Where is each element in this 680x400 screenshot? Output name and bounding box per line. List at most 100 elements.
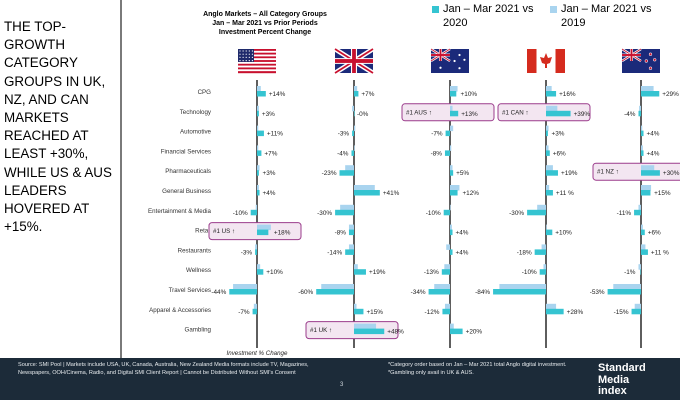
bar-vs-2020 xyxy=(634,209,641,216)
chart-title-line-2: Jan – Mar 2021 vs Prior Periods xyxy=(212,20,318,27)
value-label: +3% xyxy=(552,131,565,138)
bar-vs-2020 xyxy=(252,308,257,315)
bar-vs-2019 xyxy=(446,244,450,250)
bar-vs-2019 xyxy=(537,204,546,211)
bar-vs-2019 xyxy=(257,264,261,270)
highlight-box xyxy=(592,162,680,181)
au-flag-star xyxy=(458,53,461,57)
value-label: +15% xyxy=(366,309,383,316)
bar-vs-2020 xyxy=(539,269,546,275)
bar-vs-2019 xyxy=(257,165,260,171)
category-label: Wellness xyxy=(186,267,211,274)
value-label: +28% xyxy=(567,309,584,316)
category-label: Entertainment & Media xyxy=(148,208,211,215)
bar-vs-2019 xyxy=(546,224,547,231)
bar-vs-2019 xyxy=(613,284,641,290)
au-flag-cross-red xyxy=(439,49,442,61)
value-label: -44% xyxy=(211,289,226,296)
category-label: CPG xyxy=(198,89,212,96)
bar-vs-2020 xyxy=(443,209,450,216)
legend-label-2020: Jan – Mar 2021 vs 2020 xyxy=(443,3,534,29)
bar-vs-2020 xyxy=(354,110,355,117)
us-flag-star xyxy=(242,53,244,55)
highlight-box xyxy=(208,222,302,241)
bar-vs-2020 xyxy=(641,249,648,255)
category-label: Restaurants xyxy=(178,247,211,254)
us-flag-star xyxy=(248,60,250,62)
value-label: -10% xyxy=(426,210,441,217)
value-label: -10% xyxy=(233,210,248,217)
value-label: -3% xyxy=(241,249,253,256)
value-label: -1% xyxy=(624,269,636,276)
us-flag-star xyxy=(248,56,250,59)
us-flag-stripe xyxy=(238,65,276,68)
bar-vs-2019 xyxy=(546,105,558,112)
value-label: -30% xyxy=(317,210,332,217)
value-label: -8% xyxy=(431,150,443,157)
bar-vs-2020 xyxy=(348,229,354,236)
bar-vs-2019 xyxy=(257,105,259,112)
bar-vs-2019 xyxy=(354,185,375,191)
bar-vs-2020 xyxy=(229,289,257,295)
bar-vs-2019 xyxy=(450,185,460,191)
bar-vs-2019 xyxy=(641,244,646,250)
bar-vs-2019 xyxy=(354,303,357,310)
bar-vs-2020 xyxy=(354,91,359,97)
us-flag-stripe xyxy=(238,61,276,64)
bar-vs-2020 xyxy=(354,190,380,196)
value-label: -60% xyxy=(298,289,313,296)
us-flag-star xyxy=(251,60,253,62)
footer: Source: SMI Pool | Markets include USA, … xyxy=(0,358,680,400)
bar-vs-2019 xyxy=(255,244,257,250)
us-flag-stripe xyxy=(238,63,276,66)
bar-vs-2019 xyxy=(253,303,257,310)
bar-vs-2019 xyxy=(233,284,257,290)
bar-vs-2020 xyxy=(641,229,645,236)
bar-vs-2019 xyxy=(450,105,453,112)
bar-vs-2019 xyxy=(541,244,546,250)
bar-vs-2020 xyxy=(641,150,644,156)
highlight-label: #1 US ↑ xyxy=(213,228,235,235)
highlight-label: #1 UK ↑ xyxy=(310,327,332,334)
bar-vs-2019 xyxy=(641,165,655,171)
bar-vs-2019 xyxy=(546,165,553,171)
value-label: +13% xyxy=(461,111,478,118)
bar-vs-2019 xyxy=(450,224,452,231)
bar-vs-2019 xyxy=(638,264,641,270)
bar-vs-2020 xyxy=(250,209,257,216)
value-label: -18% xyxy=(517,249,532,256)
au-flag-star xyxy=(458,67,461,70)
bar-vs-2019 xyxy=(641,145,643,151)
chart-title: Anglo Markets – All Category Groups Jan … xyxy=(130,10,400,37)
value-label: +41% xyxy=(383,190,400,197)
value-label: +30% xyxy=(663,170,680,177)
value-label: +5% xyxy=(456,170,469,177)
nz-flag-star xyxy=(653,58,656,61)
nz-flag-star xyxy=(649,67,652,70)
headline: THE TOP-GROWTH CATEGORY GROUPS IN UK, NZ… xyxy=(4,19,112,235)
category-label: Travel Services xyxy=(169,287,211,294)
bar-vs-2020 xyxy=(441,269,450,275)
us-flag-star xyxy=(245,60,247,62)
value-label: +6% xyxy=(648,230,661,237)
bar-vs-2019 xyxy=(354,323,377,330)
value-label: +14% xyxy=(269,91,286,98)
value-label: -34% xyxy=(411,289,426,296)
value-label: +19% xyxy=(561,170,578,177)
us-flag-star xyxy=(248,50,250,52)
highlight-label: #1 CAN ↑ xyxy=(502,109,528,116)
bar-vs-2020 xyxy=(607,289,641,295)
value-label: +3% xyxy=(263,170,276,177)
us-flag-star xyxy=(251,50,253,52)
us-flag-star xyxy=(245,56,247,59)
category-label: Financial Services xyxy=(161,148,211,155)
legend-label-2019: Jan – Mar 2021 vs 2019 xyxy=(561,3,652,29)
value-label: +10% xyxy=(461,91,478,98)
bar-vs-2019 xyxy=(641,224,643,231)
vertical-divider xyxy=(120,0,122,358)
footnotes: *Category order based on Jan – Mar 2021 … xyxy=(388,362,567,376)
bar-vs-2019 xyxy=(354,264,358,270)
value-label: +12% xyxy=(462,190,479,197)
value-label: +4% xyxy=(456,230,469,237)
category-label: Apparel & Accessories xyxy=(149,307,211,314)
